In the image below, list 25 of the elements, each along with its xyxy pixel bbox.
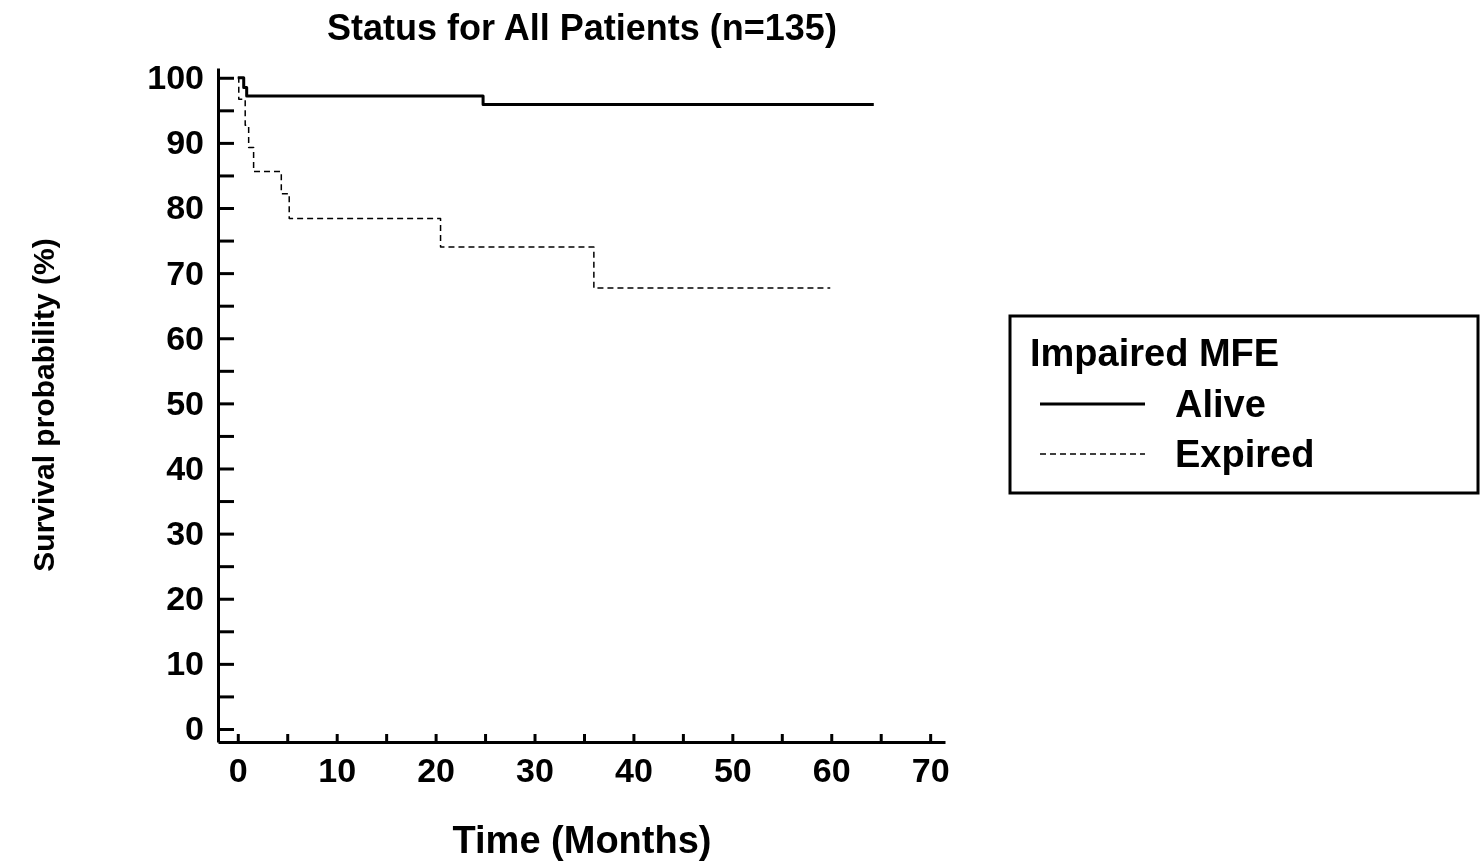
x-tick-label: 10 [318, 751, 357, 790]
x-tick-label: 60 [812, 751, 851, 790]
x-tick-label: 20 [417, 751, 456, 790]
y-tick-label: 20 [166, 579, 204, 618]
y-tick-label: 80 [166, 188, 204, 227]
y-tick-label: 70 [166, 253, 204, 292]
y-tick-label: 60 [166, 318, 204, 357]
legend-title: Impaired MFE [1030, 332, 1280, 374]
y-tick-label: 50 [166, 383, 204, 422]
x-tick-label: 30 [516, 751, 554, 790]
legend-label: Expired [1175, 433, 1315, 475]
legend-label: Alive [1175, 383, 1266, 425]
x-tick-label: 40 [615, 751, 653, 790]
x-tick-label: 70 [911, 751, 950, 790]
y-tick-label: 30 [166, 513, 204, 552]
y-tick-label: 10 [166, 644, 204, 683]
y-tick-label: 0 [185, 709, 204, 748]
y-tick-label: 90 [166, 123, 204, 162]
y-axis-title: Survival probability (%) [27, 238, 60, 572]
x-tick-label: 0 [228, 751, 248, 790]
y-tick-label: 40 [166, 448, 204, 487]
x-axis-title: Time (Months) [452, 819, 712, 861]
chart-title: Status for All Patients (n=135) [327, 7, 837, 48]
x-tick-label: 50 [713, 751, 752, 790]
y-tick-label: 100 [147, 58, 204, 97]
